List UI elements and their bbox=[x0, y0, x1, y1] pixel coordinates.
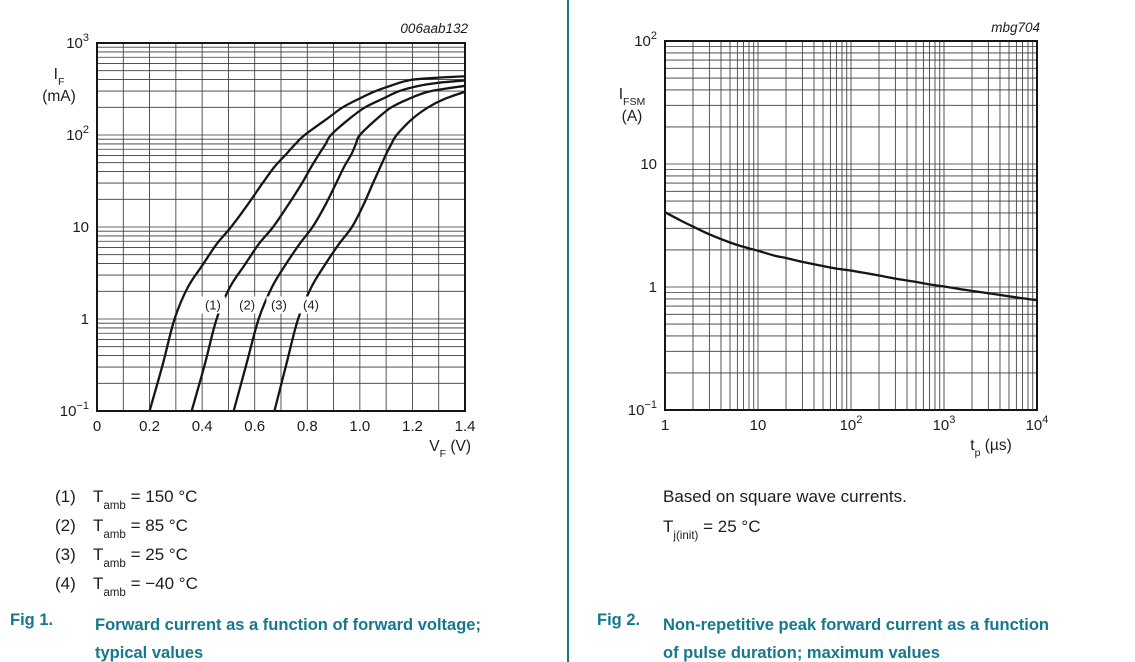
fig1-x-tick-2: 0.4 bbox=[192, 418, 213, 435]
legend-item-1-number: (1) bbox=[55, 487, 76, 506]
fig1-curve-tag-box-4 bbox=[298, 296, 324, 314]
fig1-curve-2 bbox=[190, 79, 466, 412]
fig1-curve-tag-4: (4) bbox=[303, 297, 319, 312]
legend-item-2-number: (2) bbox=[55, 516, 76, 535]
fig2-x-axis-title: tp (µs) bbox=[970, 437, 1012, 460]
fig2-x-tick-0: 1 bbox=[661, 417, 669, 434]
fig1-curve-tag-box-2 bbox=[234, 296, 260, 314]
fig2-x-tick-3: 103 bbox=[933, 414, 956, 434]
fig2-note-temperature: Tj(init) = 25 °C bbox=[663, 517, 761, 542]
fig1-x-tick-6: 1.2 bbox=[402, 418, 423, 435]
fig2-plot-id: mbg704 bbox=[991, 20, 1040, 35]
fig2-curve-1 bbox=[664, 211, 1038, 302]
fig2-y-axis-unit: (A) bbox=[621, 108, 643, 125]
fig1-forward-current-chart: (1) (2) (3) (4) 0 0.2 0.4 0.6 0.8 1.0 1.2 1.4 103 102… bbox=[60, 32, 476, 435]
fig1-y-tick-4: 10−1 bbox=[60, 400, 89, 420]
legend-item-1-text: Tamb = 150 °C bbox=[93, 487, 198, 512]
fig1-caption-label: Fig 1. bbox=[10, 611, 54, 629]
legend-item-1: (1) Tamb = 150 °C bbox=[55, 487, 198, 512]
fig1-x-tick-3: 0.6 bbox=[244, 418, 265, 435]
fig2-x-tick-1: 10 bbox=[750, 417, 767, 434]
fig1-plot-border bbox=[96, 42, 466, 412]
fig1-curve-tag-1: (1) bbox=[205, 297, 221, 312]
fig1-y-tick-0: 103 bbox=[66, 32, 89, 52]
fig2-plot-border bbox=[664, 40, 1038, 411]
fig1-x-tick-0: 0 bbox=[93, 418, 101, 435]
legend-item-4: (4) Tamb = −40 °C bbox=[55, 574, 198, 599]
fig1-curve-3 bbox=[232, 84, 466, 412]
fig1-y-axis-title: IF (mA) bbox=[28, 64, 90, 108]
fig1-y-axis-symbol: IF bbox=[53, 66, 65, 89]
fig1-y-tick-3: 1 bbox=[81, 311, 89, 328]
fig1-x-axis-title: VF (V) bbox=[429, 438, 471, 461]
fig1-y-axis-unit: (mA) bbox=[42, 88, 76, 105]
fig1-x-tick-1: 0.2 bbox=[139, 418, 160, 435]
fig2-gridlines bbox=[664, 41, 1037, 411]
legend-item-2-text: Tamb = 85 °C bbox=[93, 516, 188, 541]
fig2-y-tick-2: 1 bbox=[649, 279, 657, 296]
fig2-caption-label: Fig 2. bbox=[597, 611, 641, 629]
fig1-x-tick-5: 1.0 bbox=[349, 418, 370, 435]
fig2-y-tick-3: 10−1 bbox=[628, 399, 657, 419]
fig2-note-conditions: Based on square wave currents. bbox=[663, 487, 907, 506]
fig2-caption-text: Non-repetitive peak forward current as a… bbox=[663, 616, 1049, 662]
legend-item-4-number: (4) bbox=[55, 574, 76, 593]
fig2-y-tick-0: 102 bbox=[634, 30, 657, 50]
fig1-y-tick-2: 10 bbox=[72, 219, 89, 236]
fig2-x-tick-4: 104 bbox=[1026, 414, 1049, 434]
fig1-curve-1 bbox=[148, 75, 466, 412]
fig1-x-tick-7: 1.4 bbox=[455, 418, 476, 435]
fig1-curve-tag-box-1 bbox=[200, 296, 226, 314]
fig2-x-tick-2: 102 bbox=[840, 414, 863, 434]
fig1-x-tick-4: 0.8 bbox=[297, 418, 318, 435]
fig1-curve-tag-3: (3) bbox=[271, 297, 287, 312]
legend-item-3: (3) Tamb = 25 °C bbox=[55, 545, 188, 570]
legend-item-3-text: Tamb = 25 °C bbox=[93, 545, 188, 570]
fig1-curve-tag-box-3 bbox=[266, 296, 292, 314]
fig1-curve-tag-2: (2) bbox=[239, 297, 255, 312]
fig2-y-axis-title: IFSM (A) bbox=[600, 84, 664, 128]
fig1-plot-id: 006aab132 bbox=[400, 21, 468, 36]
fig1-y-tick-1: 102 bbox=[66, 124, 89, 144]
fig1-curve-4 bbox=[273, 90, 466, 412]
fig2-y-axis-symbol: IFSM bbox=[618, 86, 646, 109]
column-divider bbox=[567, 0, 569, 662]
fig2-y-tick-1: 10 bbox=[640, 156, 657, 173]
fig1-caption-text: Forward current as a function of forward… bbox=[95, 616, 481, 662]
legend-item-3-number: (3) bbox=[55, 545, 76, 564]
legend-item-4-text: Tamb = −40 °C bbox=[93, 574, 198, 599]
legend-item-2: (2) Tamb = 85 °C bbox=[55, 516, 188, 541]
